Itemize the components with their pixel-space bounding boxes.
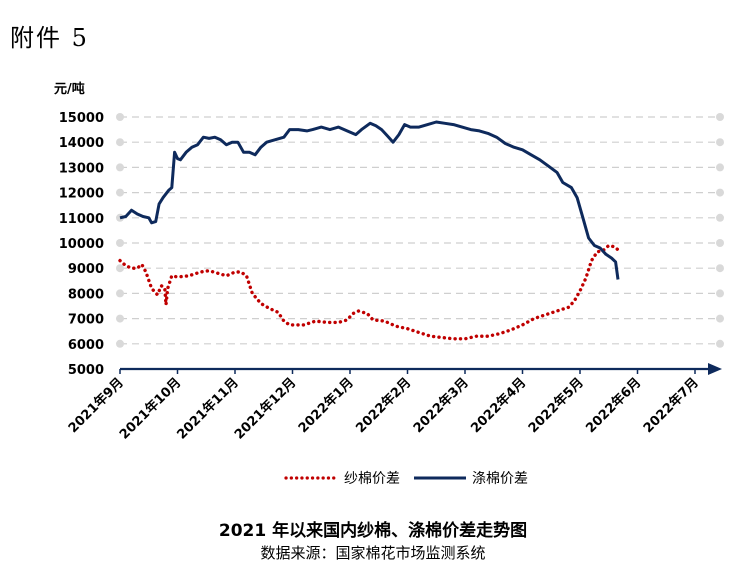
attachment-label: 附件 5 [10,24,89,52]
gridline-end-dot [716,113,724,121]
y-tick-label: 6000 [68,338,104,353]
series-layer [118,120,620,341]
gridline-end-dot [716,213,724,222]
line-chart: 5000 6000 7000 8000 9000 10000 11000 12000 13000… [59,111,724,443]
y-axis-unit-label: 元/吨 [54,82,85,97]
x-tick-label: 2022年4月 [468,375,530,437]
x-tick-label: 2021年12月 [231,375,299,443]
gridline-end-dot [716,163,724,172]
y-tick-label: 12000 [59,187,104,202]
x-tick-labels: 2021年9月2021年10月2021年11月2021年12月2022年1月20… [65,375,702,443]
gridline-end-dot [116,314,124,323]
y-tick-label: 13000 [59,161,104,176]
y-tick-label: 15000 [59,111,104,126]
x-axis-arrow [708,363,722,375]
gridline-end-dot [116,264,124,273]
gridline-end-dot [116,188,124,197]
gridline-end-dot [716,339,724,348]
chart-title: 2021 年以来国内纱棉、涤棉价差走势图 [218,521,528,541]
legend-item-yarn-cotton: 纱棉价差 [284,468,400,488]
gridlines [116,113,724,348]
y-tick-labels: 5000 6000 7000 8000 9000 10000 11000 12000 13000… [59,111,104,378]
x-axis [119,363,722,375]
gridline-end-dot [716,188,724,197]
y-tick-label: 10000 [59,237,104,252]
y-tick-label: 11000 [59,212,104,227]
gridline-end-dot [716,264,724,273]
y-tick-label: 5000 [68,363,104,378]
x-tick-label: 2022年5月 [525,375,587,437]
gridline-end-dot [116,339,124,348]
legend-swatch-solid [414,476,466,480]
y-tick-label: 9000 [68,262,104,277]
gridline-end-dot [716,314,724,323]
series-line-polyester-cotton [119,120,620,280]
gridline-end-dot [116,289,124,298]
y-tick-label: 14000 [59,136,104,151]
series-line-yarn-cotton [118,243,620,341]
legend: 纱棉价差 涤棉价差 [0,468,746,490]
legend-label: 纱棉价差 [344,471,400,487]
chart-source: 数据来源：国家棉花市场监测系统 [260,544,486,562]
gridline-end-dot [716,138,724,147]
gridline-end-dot [116,113,124,121]
x-tick-label: 2022年7月 [640,375,702,437]
x-tick-label: 2022年3月 [410,375,472,437]
x-tick-label: 2022年2月 [353,375,415,437]
x-tick-label: 2021年9月 [65,375,127,437]
legend-swatch-dotted [284,476,340,480]
gridline-end-dot [716,239,724,247]
legend-item-polyester-cotton: 涤棉价差 [412,468,528,488]
gridline-end-dot [716,289,724,298]
x-tick-label: 2022年1月 [295,375,357,437]
legend-label: 涤棉价差 [472,471,528,487]
x-tick-label: 2022年6月 [583,375,645,437]
y-tick-label: 8000 [68,287,104,302]
y-tick-label: 7000 [68,313,104,328]
gridline-end-dot [116,138,124,147]
gridline-end-dot [116,239,124,247]
gridline-end-dot [116,163,124,172]
